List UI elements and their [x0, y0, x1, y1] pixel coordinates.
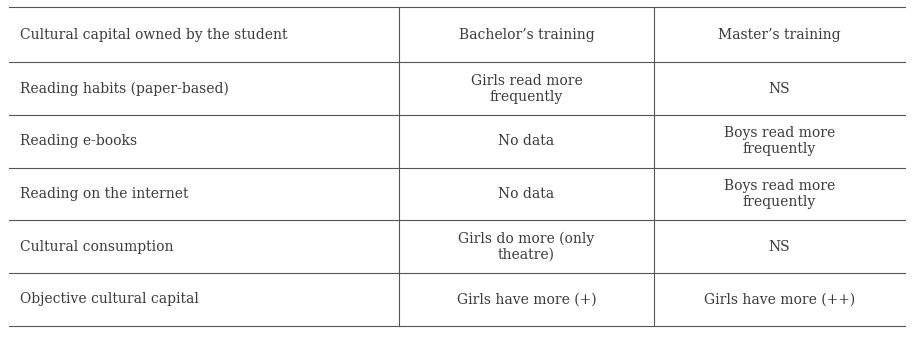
Text: Reading e-books: Reading e-books [20, 134, 137, 148]
Text: Bachelor’s training: Bachelor’s training [459, 28, 594, 42]
Text: NS: NS [769, 240, 791, 254]
Text: Reading on the internet: Reading on the internet [20, 187, 188, 201]
Text: Girls read more
frequently: Girls read more frequently [471, 74, 582, 104]
Text: Cultural consumption: Cultural consumption [20, 240, 174, 254]
Text: Girls have more (++): Girls have more (++) [704, 292, 856, 307]
Text: Master’s training: Master’s training [718, 28, 841, 42]
Text: Objective cultural capital: Objective cultural capital [20, 292, 199, 307]
Text: Boys read more
frequently: Boys read more frequently [724, 126, 835, 156]
Text: No data: No data [498, 187, 555, 201]
Text: NS: NS [769, 82, 791, 96]
Text: No data: No data [498, 134, 555, 148]
Text: Cultural capital owned by the student: Cultural capital owned by the student [20, 28, 288, 42]
Text: Girls have more (+): Girls have more (+) [457, 292, 596, 307]
Text: Reading habits (paper-based): Reading habits (paper-based) [20, 82, 229, 96]
Text: Boys read more
frequently: Boys read more frequently [724, 179, 835, 209]
Text: Girls do more (only
theatre): Girls do more (only theatre) [458, 231, 594, 262]
